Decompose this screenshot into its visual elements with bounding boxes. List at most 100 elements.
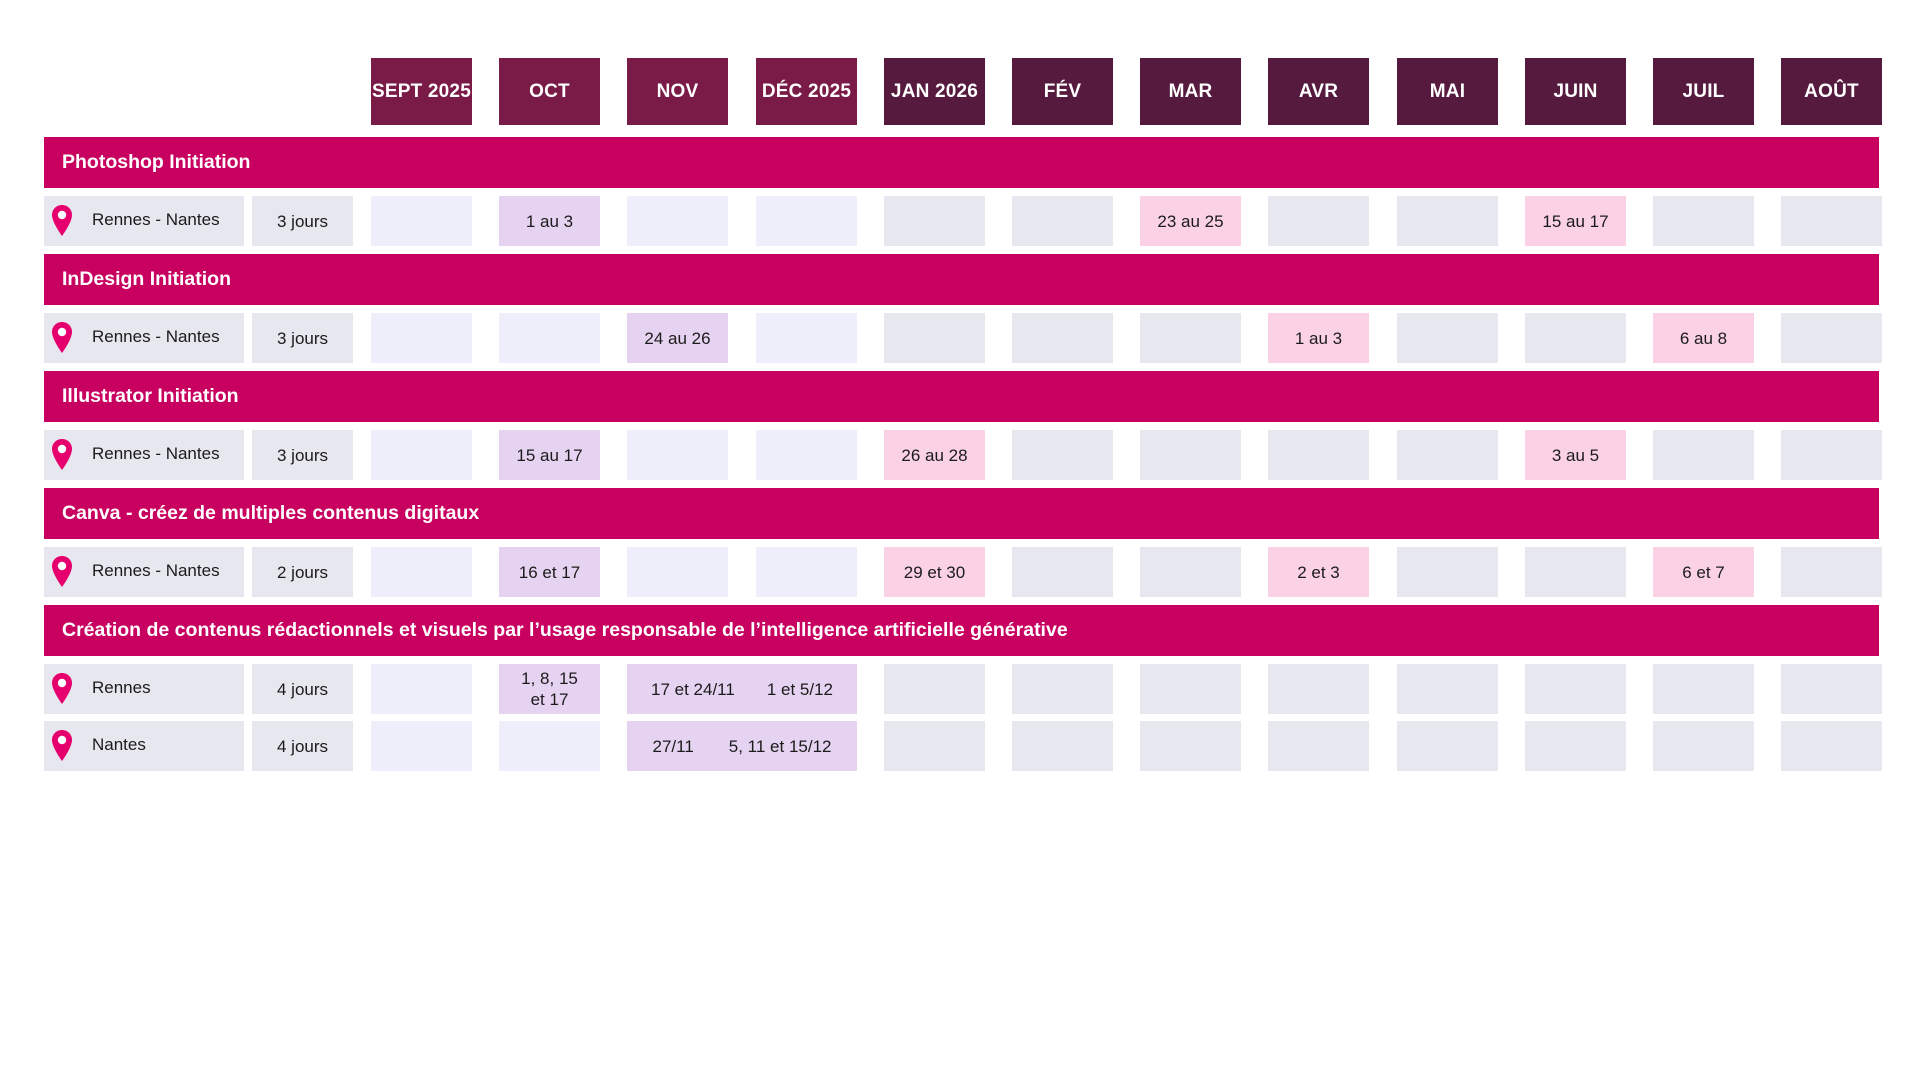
location-pin-icon (52, 322, 72, 353)
location-pin-icon (52, 673, 72, 704)
empty-month-cell (627, 196, 728, 246)
duration-cell: 3 jours (252, 196, 353, 246)
empty-month-cell (1268, 721, 1369, 771)
empty-month-cell (371, 721, 472, 771)
session-dates-cell: 1, 8, 15 et 17 (499, 664, 600, 714)
empty-month-cell (371, 664, 472, 714)
month-header: FÉV (1012, 58, 1113, 125)
empty-month-cell (1781, 313, 1882, 363)
empty-month-cell (1525, 547, 1626, 597)
session-dates-cell: 29 et 30 (884, 547, 985, 597)
empty-month-cell (1140, 430, 1241, 480)
section-title: Illustrator Initiation (44, 371, 1879, 422)
location-cell: Rennes - Nantes (44, 313, 244, 363)
month-header: MAR (1140, 58, 1241, 125)
empty-month-cell (1268, 664, 1369, 714)
location-cell: Rennes (44, 664, 244, 714)
empty-month-cell (1268, 430, 1369, 480)
empty-month-cell (1525, 313, 1626, 363)
section-title: InDesign Initiation (44, 254, 1879, 305)
empty-month-cell (884, 313, 985, 363)
empty-month-cell (1781, 430, 1882, 480)
section-title: Création de contenus rédactionnels et vi… (44, 605, 1879, 656)
duration-cell: 3 jours (252, 430, 353, 480)
empty-month-cell (371, 196, 472, 246)
location-label: Rennes - Nantes (92, 209, 220, 229)
location-label: Rennes - Nantes (92, 443, 220, 463)
month-header: MAI (1397, 58, 1498, 125)
empty-month-cell (1397, 664, 1498, 714)
empty-month-cell (1781, 664, 1882, 714)
empty-month-cell (756, 547, 857, 597)
location-cell: Rennes - Nantes (44, 196, 244, 246)
empty-month-cell (1012, 430, 1113, 480)
empty-month-cell (1140, 313, 1241, 363)
empty-month-cell (1397, 430, 1498, 480)
empty-month-cell (1140, 721, 1241, 771)
location-cell: Rennes - Nantes (44, 430, 244, 480)
empty-month-cell (1140, 664, 1241, 714)
empty-month-cell (1397, 721, 1498, 771)
duration-cell: 3 jours (252, 313, 353, 363)
empty-month-cell (1268, 196, 1369, 246)
session-dates: 27/11 (652, 736, 694, 756)
empty-month-cell (1012, 664, 1113, 714)
month-header: SEPT 2025 (371, 58, 472, 125)
session-dates: 1 et 5/12 (766, 679, 833, 699)
month-header: JUIN (1525, 58, 1626, 125)
location-label: Rennes - Nantes (92, 326, 220, 346)
location-label: Nantes (92, 734, 146, 754)
duration-cell: 4 jours (252, 721, 353, 771)
session-dates-cell: 2 et 3 (1268, 547, 1369, 597)
session-dates-cell: 15 au 17 (499, 430, 600, 480)
session-dates-cell: 17 et 24/11 1 et 5/12 (627, 664, 857, 714)
empty-month-cell (371, 430, 472, 480)
session-dates-cell: 3 au 5 (1525, 430, 1626, 480)
location-pin-icon (52, 439, 72, 470)
location-pin-icon (52, 556, 72, 587)
session-dates-cell: 24 au 26 (627, 313, 728, 363)
empty-month-cell (1525, 721, 1626, 771)
empty-month-cell (884, 721, 985, 771)
empty-month-cell (884, 196, 985, 246)
session-dates-cell: 27/11 5, 11 et 15/12 (627, 721, 857, 771)
location-label: Rennes (92, 677, 151, 697)
month-header: JAN 2026 (884, 58, 985, 125)
month-header: AVR (1268, 58, 1369, 125)
section-title: Canva - créez de multiples contenus digi… (44, 488, 1879, 539)
session-dates: 17 et 24/11 (651, 679, 735, 699)
empty-month-cell (499, 313, 600, 363)
empty-month-cell (1781, 547, 1882, 597)
empty-month-cell (627, 547, 728, 597)
session-dates-cell: 15 au 17 (1525, 196, 1626, 246)
location-cell: Nantes (44, 721, 244, 771)
empty-month-cell (1012, 547, 1113, 597)
empty-month-cell (1397, 547, 1498, 597)
duration-cell: 4 jours (252, 664, 353, 714)
empty-month-cell (1012, 196, 1113, 246)
session-dates-cell: 6 et 7 (1653, 547, 1754, 597)
empty-month-cell (627, 430, 728, 480)
location-pin-icon (52, 205, 72, 236)
empty-month-cell (1653, 430, 1754, 480)
location-pin-icon (52, 730, 72, 761)
empty-month-cell (1397, 196, 1498, 246)
empty-month-cell (1012, 721, 1113, 771)
empty-month-cell (756, 313, 857, 363)
session-dates-cell: 16 et 17 (499, 547, 600, 597)
session-dates-cell: 6 au 8 (1653, 313, 1754, 363)
session-dates-cell: 1 au 3 (499, 196, 600, 246)
session-dates: 5, 11 et 15/12 (728, 736, 832, 756)
month-header: AOÛT (1781, 58, 1882, 125)
session-dates-cell: 26 au 28 (884, 430, 985, 480)
empty-month-cell (499, 721, 600, 771)
empty-month-cell (1653, 721, 1754, 771)
empty-month-cell (1397, 313, 1498, 363)
location-label: Rennes - Nantes (92, 560, 220, 580)
empty-month-cell (1653, 664, 1754, 714)
empty-month-cell (884, 664, 985, 714)
month-header: DÉC 2025 (756, 58, 857, 125)
empty-month-cell (756, 430, 857, 480)
section-title: Photoshop Initiation (44, 137, 1879, 188)
empty-month-cell (1140, 547, 1241, 597)
